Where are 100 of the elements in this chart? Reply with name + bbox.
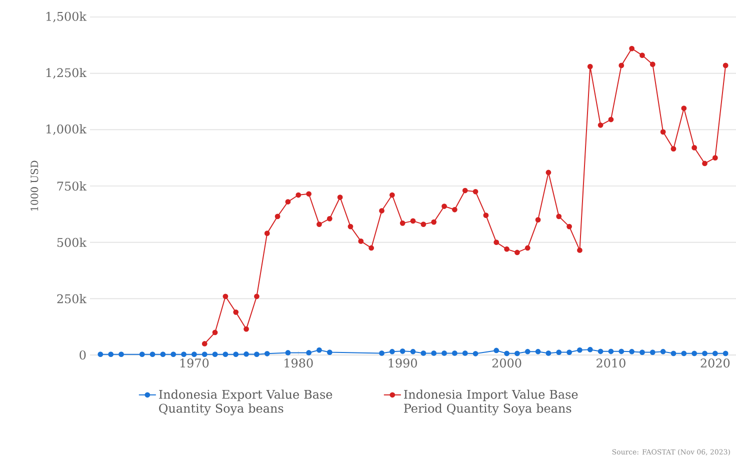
point [722, 62, 728, 68]
point [702, 350, 708, 356]
y-tick-label: 0 [80, 350, 86, 360]
point [442, 204, 447, 209]
point [640, 350, 645, 355]
point [566, 350, 572, 355]
x-tick-label: 2010 [596, 358, 626, 368]
point [264, 230, 270, 236]
point [118, 352, 124, 358]
point [420, 350, 426, 356]
point [202, 352, 208, 358]
point [348, 224, 354, 230]
point [650, 350, 656, 355]
point [285, 350, 291, 356]
point [472, 188, 478, 194]
point [296, 192, 302, 198]
point [546, 350, 552, 356]
point [400, 348, 406, 354]
point [358, 238, 364, 244]
x-tick-label: 2020 [700, 358, 730, 368]
point [420, 222, 426, 227]
point [410, 348, 416, 354]
point [577, 347, 582, 353]
point [566, 224, 572, 230]
point [368, 245, 374, 251]
point [556, 350, 562, 355]
point [608, 348, 614, 354]
point [504, 350, 510, 356]
point [629, 46, 635, 52]
point [640, 52, 645, 58]
point [524, 348, 530, 354]
point [494, 240, 500, 246]
point [483, 212, 489, 218]
point [660, 348, 666, 354]
y-tick-label: 750k [57, 181, 87, 191]
point [618, 62, 624, 68]
point [244, 351, 249, 357]
point [670, 350, 676, 356]
point [629, 348, 635, 354]
point [202, 341, 208, 346]
point [692, 145, 698, 150]
point [546, 170, 552, 176]
y-tick-label: 1,250k [46, 68, 87, 79]
point [233, 309, 239, 315]
point [410, 218, 416, 224]
point [681, 350, 687, 356]
point [452, 206, 458, 212]
point [254, 294, 260, 300]
point [535, 217, 541, 222]
point [244, 326, 249, 332]
point [150, 352, 156, 358]
point [222, 294, 228, 300]
point [462, 350, 468, 356]
point [326, 216, 332, 222]
y-tick-label: 250k [57, 294, 87, 304]
x-tick-label: 1980 [284, 358, 313, 368]
point [316, 222, 322, 227]
point [379, 350, 384, 356]
point [598, 348, 604, 354]
point [400, 220, 406, 226]
point [316, 347, 322, 353]
y-tick-label: 500k [57, 238, 87, 247]
y-axis-title: 1000 USD [30, 160, 38, 211]
y-tick-label: 1,000k [46, 124, 87, 136]
point [722, 350, 728, 356]
point [462, 188, 468, 194]
point [337, 194, 343, 200]
point [577, 248, 582, 253]
point [524, 245, 530, 251]
point [494, 348, 500, 354]
point [514, 350, 520, 356]
point [389, 192, 395, 198]
point [618, 348, 624, 354]
point [712, 350, 718, 356]
legend-label: Indonesia Import Value Base Period Quantity Soya beans [404, 390, 578, 416]
point [379, 208, 384, 214]
point [702, 160, 708, 166]
point [306, 350, 312, 356]
point [442, 350, 447, 356]
point [692, 350, 698, 356]
x-tick-label: 1970 [180, 358, 209, 368]
point [472, 350, 478, 356]
point [504, 246, 510, 252]
point [285, 199, 291, 204]
point [660, 129, 666, 135]
point [233, 352, 239, 358]
point [650, 62, 656, 68]
point [389, 348, 395, 354]
point [326, 350, 332, 355]
point [535, 348, 541, 354]
point [608, 116, 614, 122]
point [108, 352, 114, 358]
x-tick-label: 1990 [388, 358, 417, 368]
point [274, 214, 280, 220]
point [681, 106, 687, 111]
point [670, 146, 676, 152]
point [431, 350, 437, 356]
legend-label: Indonesia Export Value Base Quantity Soya beans [159, 390, 332, 416]
point [212, 352, 218, 358]
point [98, 352, 104, 358]
